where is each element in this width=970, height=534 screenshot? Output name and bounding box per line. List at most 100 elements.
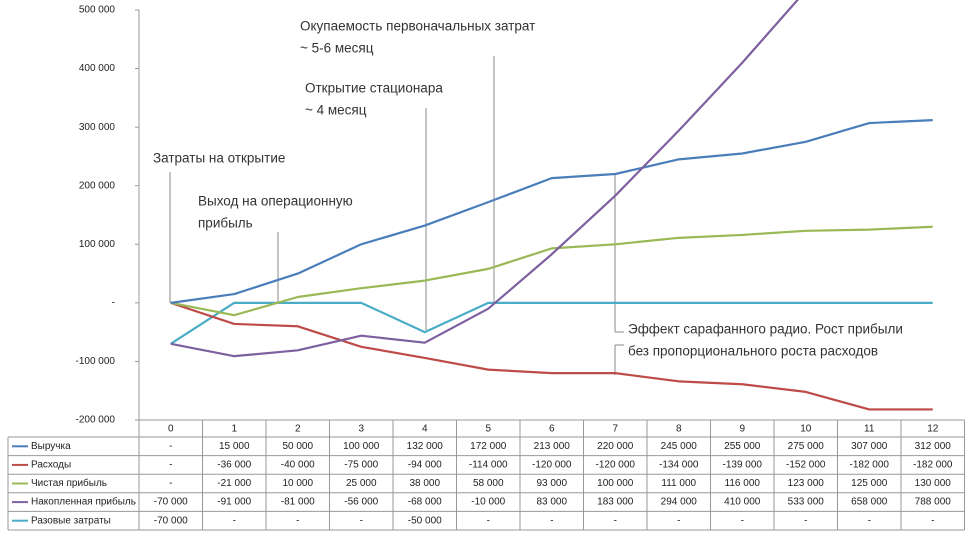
table-value: - (169, 441, 172, 452)
x-tick-label: 2 (295, 424, 301, 435)
table-value: -70 000 (154, 497, 188, 508)
table-value: 83 000 (536, 497, 567, 508)
table-value: -68 000 (408, 497, 442, 508)
table-value: 111 000 (661, 478, 696, 489)
y-tick-label: 500 000 (79, 5, 116, 16)
table-value: - (677, 515, 680, 526)
x-tick-label: 8 (676, 424, 682, 435)
table-value: 275 000 (788, 441, 825, 452)
x-tick-label: 3 (358, 424, 364, 435)
y-tick-label: -100 000 (76, 356, 116, 367)
table-value: - (741, 515, 744, 526)
table-value: 93 000 (536, 478, 567, 489)
annotation: без пропорционального роста расходов (628, 344, 878, 359)
series-line (170, 119, 933, 304)
table-value: 116 000 (725, 478, 761, 489)
table-value: -36 000 (217, 460, 251, 471)
table-value: 125 000 (851, 478, 888, 489)
x-tick-label: 9 (739, 424, 745, 435)
table-value: -120 000 (596, 460, 636, 471)
y-tick-label: 200 000 (79, 180, 116, 191)
x-tick-label: 10 (800, 424, 812, 435)
table-value: - (550, 515, 553, 526)
series-line (170, 0, 799, 358)
table-value: 10 000 (282, 478, 313, 489)
table-value: 132 000 (407, 441, 444, 452)
table-value: 58 000 (473, 478, 504, 489)
annotation: прибыль (198, 216, 253, 231)
table-value: - (614, 515, 617, 526)
series-line (170, 301, 933, 345)
table-value: - (360, 515, 363, 526)
table-value: 410 000 (724, 497, 761, 508)
table-value: - (487, 515, 490, 526)
series-line (170, 301, 933, 411)
table-value: 100 000 (597, 478, 634, 489)
x-tick-label: 4 (422, 424, 428, 435)
table-value: 658 000 (851, 497, 888, 508)
table-value: -134 000 (659, 460, 699, 471)
table-value: 15 000 (219, 441, 250, 452)
x-tick-label: 12 (927, 424, 939, 435)
annotation: Эффект сарафанного радио. Рост прибыли (628, 322, 903, 337)
table-value: - (296, 515, 299, 526)
table-value: - (804, 515, 807, 526)
table-value: 255 000 (724, 441, 761, 452)
annotation: Открытие стационара (305, 81, 443, 96)
annotation: Выход на операционную (198, 194, 353, 209)
table-value: 50 000 (282, 441, 313, 452)
table-value: -75 000 (344, 460, 378, 471)
x-tick-label: 6 (549, 424, 555, 435)
table-value: -114 000 (469, 460, 508, 471)
table-value: -10 000 (471, 497, 505, 508)
annotation: Окупаемость первоначальных затрат (300, 19, 535, 34)
x-tick-label: 11 (864, 424, 875, 435)
table-value: -40 000 (281, 460, 315, 471)
table-value: -21 000 (217, 478, 251, 489)
table-value: 245 000 (661, 441, 698, 452)
table-value: 220 000 (597, 441, 634, 452)
table-value: -152 000 (786, 460, 826, 471)
table-value: -91 000 (217, 497, 251, 508)
table-value: -70 000 (154, 515, 188, 526)
table-value: -50 000 (408, 515, 442, 526)
y-tick-label: 100 000 (79, 239, 116, 250)
x-tick-label: 7 (612, 424, 618, 435)
table-value: 294 000 (661, 497, 698, 508)
table-value: 533 000 (788, 497, 825, 508)
annotation-leaders (169, 56, 624, 375)
legend-label: Накопленная прибыль (31, 496, 136, 508)
y-tick-label: 300 000 (79, 122, 116, 133)
table-value: -120 000 (532, 460, 572, 471)
y-tick-label: - (112, 297, 115, 308)
y-tick-label: -200 000 (76, 415, 116, 426)
table-value: 172 000 (470, 441, 507, 452)
legend-label: Выручка (31, 441, 71, 452)
table-value: 307 000 (851, 441, 888, 452)
legend-label: Разовые затраты (31, 515, 111, 526)
table-value: 183 000 (597, 497, 634, 508)
table-value: 25 000 (346, 478, 377, 489)
x-tick-label: 5 (485, 424, 491, 435)
table-value: -139 000 (723, 460, 763, 471)
series-line (170, 225, 933, 317)
table-value: 123 000 (788, 478, 825, 489)
table-value: -182 000 (850, 460, 890, 471)
table-value: - (868, 515, 871, 526)
y-tick-label: 400 000 (79, 63, 116, 74)
table-value: - (169, 460, 172, 471)
table-value: - (169, 478, 172, 489)
annotation: ~ 4 месяц (305, 103, 367, 118)
table-value: -182 000 (913, 460, 953, 471)
table-value: 312 000 (915, 441, 952, 452)
table-value: 213 000 (534, 441, 571, 452)
table-value: -81 000 (281, 497, 315, 508)
table-value: 38 000 (409, 478, 440, 489)
plot-area (170, 0, 933, 411)
legend-label: Расходы (31, 460, 71, 471)
legend-label: Чистая прибыль (31, 477, 107, 489)
table-value: - (233, 515, 236, 526)
annotation: Затраты на открытие (153, 151, 285, 166)
table-value: 130 000 (915, 478, 952, 489)
